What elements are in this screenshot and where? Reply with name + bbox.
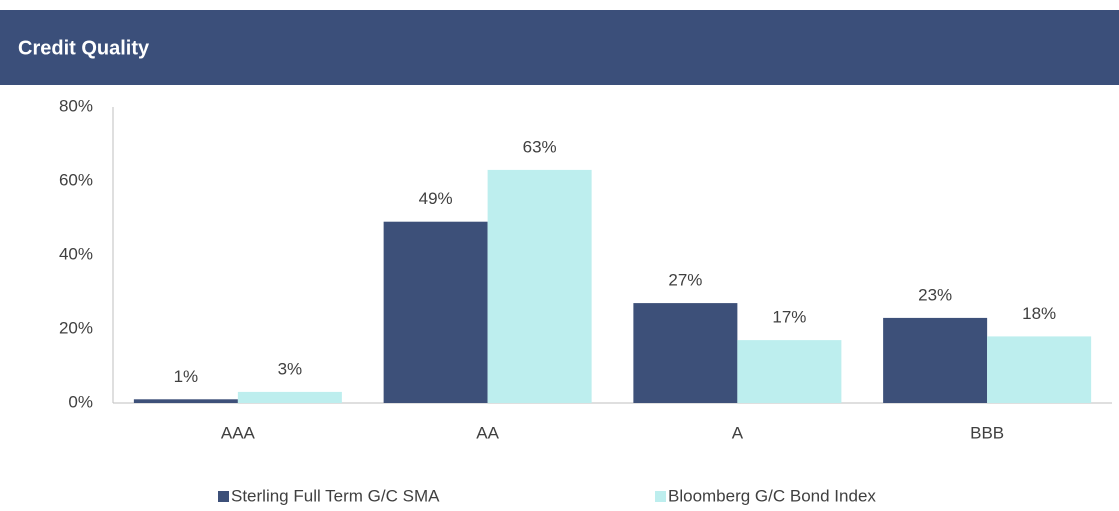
data-label: 23% [918,285,952,304]
y-tick-label: 40% [59,244,93,263]
header-bar [0,10,1119,85]
x-tick-label: AA [476,423,499,442]
bar [737,340,842,403]
data-label: 27% [668,271,702,290]
data-label: 3% [278,359,303,378]
bar [987,336,1092,403]
bar [883,317,988,403]
y-tick-label: 80% [59,96,93,115]
y-tick-label: 0% [68,392,93,411]
bar [133,399,238,403]
data-label: 17% [772,308,806,327]
y-tick-label: 60% [59,170,93,189]
bar [487,169,592,403]
legend-swatch [218,491,229,502]
data-label: 1% [174,367,199,386]
bar [383,221,488,403]
legend-label: Sterling Full Term G/C SMA [231,486,440,505]
bar [237,391,342,403]
chart-title: Credit Quality [18,37,150,59]
x-tick-label: A [732,423,744,442]
bar [633,303,738,403]
data-label: 63% [523,137,557,156]
data-label: 49% [419,189,453,208]
y-tick-label: 20% [59,318,93,337]
x-tick-label: AAA [221,423,256,442]
legend-swatch [655,491,666,502]
x-tick-label: BBB [970,423,1004,442]
legend-label: Bloomberg G/C Bond Index [668,486,876,505]
data-label: 18% [1022,304,1056,323]
